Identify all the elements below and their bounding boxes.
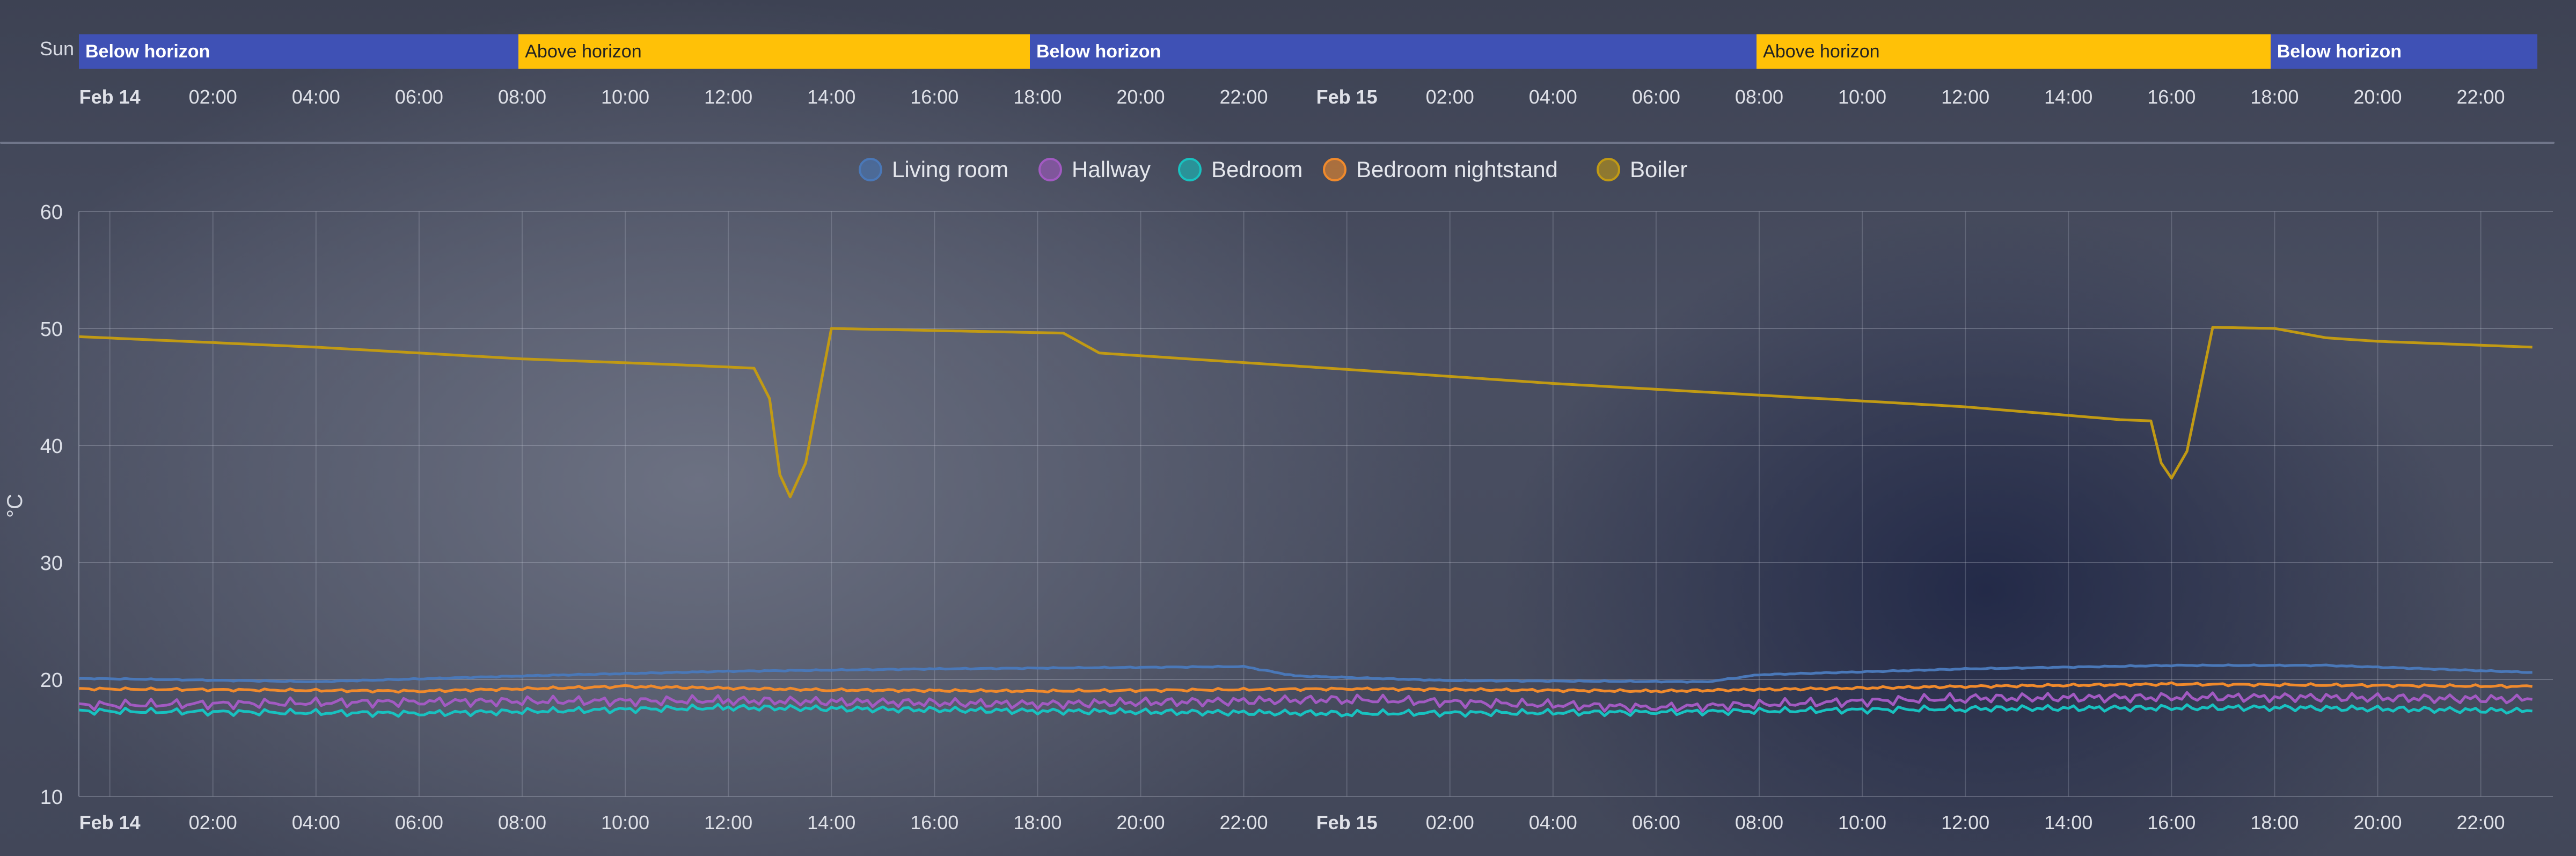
x-tick-label: 12:00 xyxy=(1941,86,1990,108)
legend-label: Hallway xyxy=(1072,157,1151,182)
x-tick-label: 12:00 xyxy=(704,811,753,833)
legend-swatch-icon xyxy=(1323,158,1346,181)
x-tick-label: 14:00 xyxy=(2044,811,2093,833)
sun-segment-below[interactable]: Below horizon xyxy=(1029,34,1757,69)
x-tick-label: 20:00 xyxy=(1116,86,1165,108)
sun-segment-below[interactable]: Below horizon xyxy=(79,34,519,69)
legend-item[interactable]: Hallway xyxy=(1038,157,1151,182)
y-tick-label: 10 xyxy=(40,786,63,809)
x-tick-label: 10:00 xyxy=(601,811,650,833)
x-tick-label: 12:00 xyxy=(1941,811,1990,833)
x-tick-label: 20:00 xyxy=(2353,86,2402,108)
y-tick-label: 40 xyxy=(40,435,63,458)
x-tick-label: 16:00 xyxy=(2147,86,2196,108)
x-tick-label: 08:00 xyxy=(497,86,546,108)
x-tick-label: Feb 15 xyxy=(1316,86,1378,108)
x-tick-label: 10:00 xyxy=(601,86,650,108)
x-tick-label: 04:00 xyxy=(291,811,340,833)
legend-swatch-icon xyxy=(1597,158,1620,181)
x-tick-label: 22:00 xyxy=(2456,86,2505,108)
series-line-bedroom xyxy=(78,703,2533,718)
top-time-axis: Feb 14 02:00 04:00 06:00 08:00 10:00 12:00 14:0… xyxy=(0,86,2576,113)
y-tick-label: 20 xyxy=(40,669,63,692)
x-tick-label: 04:00 xyxy=(1528,811,1577,833)
x-tick-label: 18:00 xyxy=(1013,86,1062,108)
x-tick-label: Feb 14 xyxy=(79,811,141,833)
x-tick-label: 06:00 xyxy=(1631,86,1680,108)
legend-swatch-icon xyxy=(1038,158,1062,181)
legend-swatch-icon xyxy=(859,158,882,181)
panel-divider xyxy=(0,142,2555,144)
x-tick-label: 02:00 xyxy=(188,811,237,833)
legend-item[interactable]: Bedroom xyxy=(1178,157,1302,182)
y-tick-label: 50 xyxy=(40,318,63,341)
x-tick-label: Feb 15 xyxy=(1316,811,1378,833)
x-tick-label: 16:00 xyxy=(2147,811,2196,833)
legend-swatch-icon xyxy=(1178,158,1202,181)
series-line-bedroom-nightstand xyxy=(78,681,2533,694)
y-tick-label: 30 xyxy=(40,552,63,575)
x-tick-label: 18:00 xyxy=(2250,811,2299,833)
legend-label: Bedroom nightstand xyxy=(1356,157,1558,182)
series-line-living-room xyxy=(78,663,2533,684)
x-tick-label: 18:00 xyxy=(1013,811,1062,833)
legend-item[interactable]: Living room xyxy=(859,157,1008,182)
x-tick-label: 08:00 xyxy=(1735,86,1783,108)
x-tick-label: 06:00 xyxy=(394,86,443,108)
sun-segment-below[interactable]: Below horizon xyxy=(2270,34,2538,69)
x-tick-label: 02:00 xyxy=(1425,86,1474,108)
x-tick-label: 10:00 xyxy=(1838,86,1887,108)
sun-timeline-bar: Below horizon Above horizon Below horizon A… xyxy=(79,34,2553,69)
sun-segment-above[interactable]: Above horizon xyxy=(1757,34,2271,69)
series-line-hallway xyxy=(78,691,2533,713)
sun-row-label: Sun xyxy=(40,38,75,60)
x-tick-label: 16:00 xyxy=(910,811,959,833)
legend-item[interactable]: Boiler xyxy=(1597,157,1687,182)
x-tick-label: 02:00 xyxy=(188,86,237,108)
x-tick-label: 08:00 xyxy=(497,811,546,833)
x-tick-label: 22:00 xyxy=(1219,811,1268,833)
x-tick-label: 14:00 xyxy=(807,811,856,833)
sun-segment-above[interactable]: Above horizon xyxy=(518,34,1030,69)
x-tick-label: 04:00 xyxy=(291,86,340,108)
x-tick-label: 14:00 xyxy=(807,86,856,108)
legend-label: Boiler xyxy=(1630,157,1688,182)
y-tick-label: 60 xyxy=(40,201,63,224)
legend-item[interactable]: Bedroom nightstand xyxy=(1323,157,1558,182)
bottom-time-axis: Feb 14 02:00 04:00 06:00 08:00 10:00 12:00 14:0… xyxy=(0,811,2576,838)
x-tick-label: 22:00 xyxy=(1219,86,1268,108)
x-tick-label: 18:00 xyxy=(2250,86,2299,108)
legend-label: Living room xyxy=(892,157,1009,182)
x-tick-label: 02:00 xyxy=(1425,811,1474,833)
x-tick-label: Feb 14 xyxy=(79,86,141,108)
x-tick-label: 16:00 xyxy=(910,86,959,108)
x-tick-label: 20:00 xyxy=(1116,811,1165,833)
x-tick-label: 10:00 xyxy=(1838,811,1887,833)
legend-label: Bedroom xyxy=(1211,157,1303,182)
x-tick-label: 22:00 xyxy=(2456,811,2505,833)
x-tick-label: 14:00 xyxy=(2044,86,2093,108)
x-tick-label: 06:00 xyxy=(394,811,443,833)
chart-legend: Living room Hallway Bedroom Bedroom nightst… xyxy=(0,157,2576,189)
x-tick-label: 04:00 xyxy=(1528,86,1577,108)
x-tick-label: 08:00 xyxy=(1735,811,1783,833)
x-tick-label: 12:00 xyxy=(704,86,753,108)
x-tick-label: 20:00 xyxy=(2353,811,2402,833)
x-tick-label: 06:00 xyxy=(1631,811,1680,833)
series-line-boiler xyxy=(78,326,2533,499)
